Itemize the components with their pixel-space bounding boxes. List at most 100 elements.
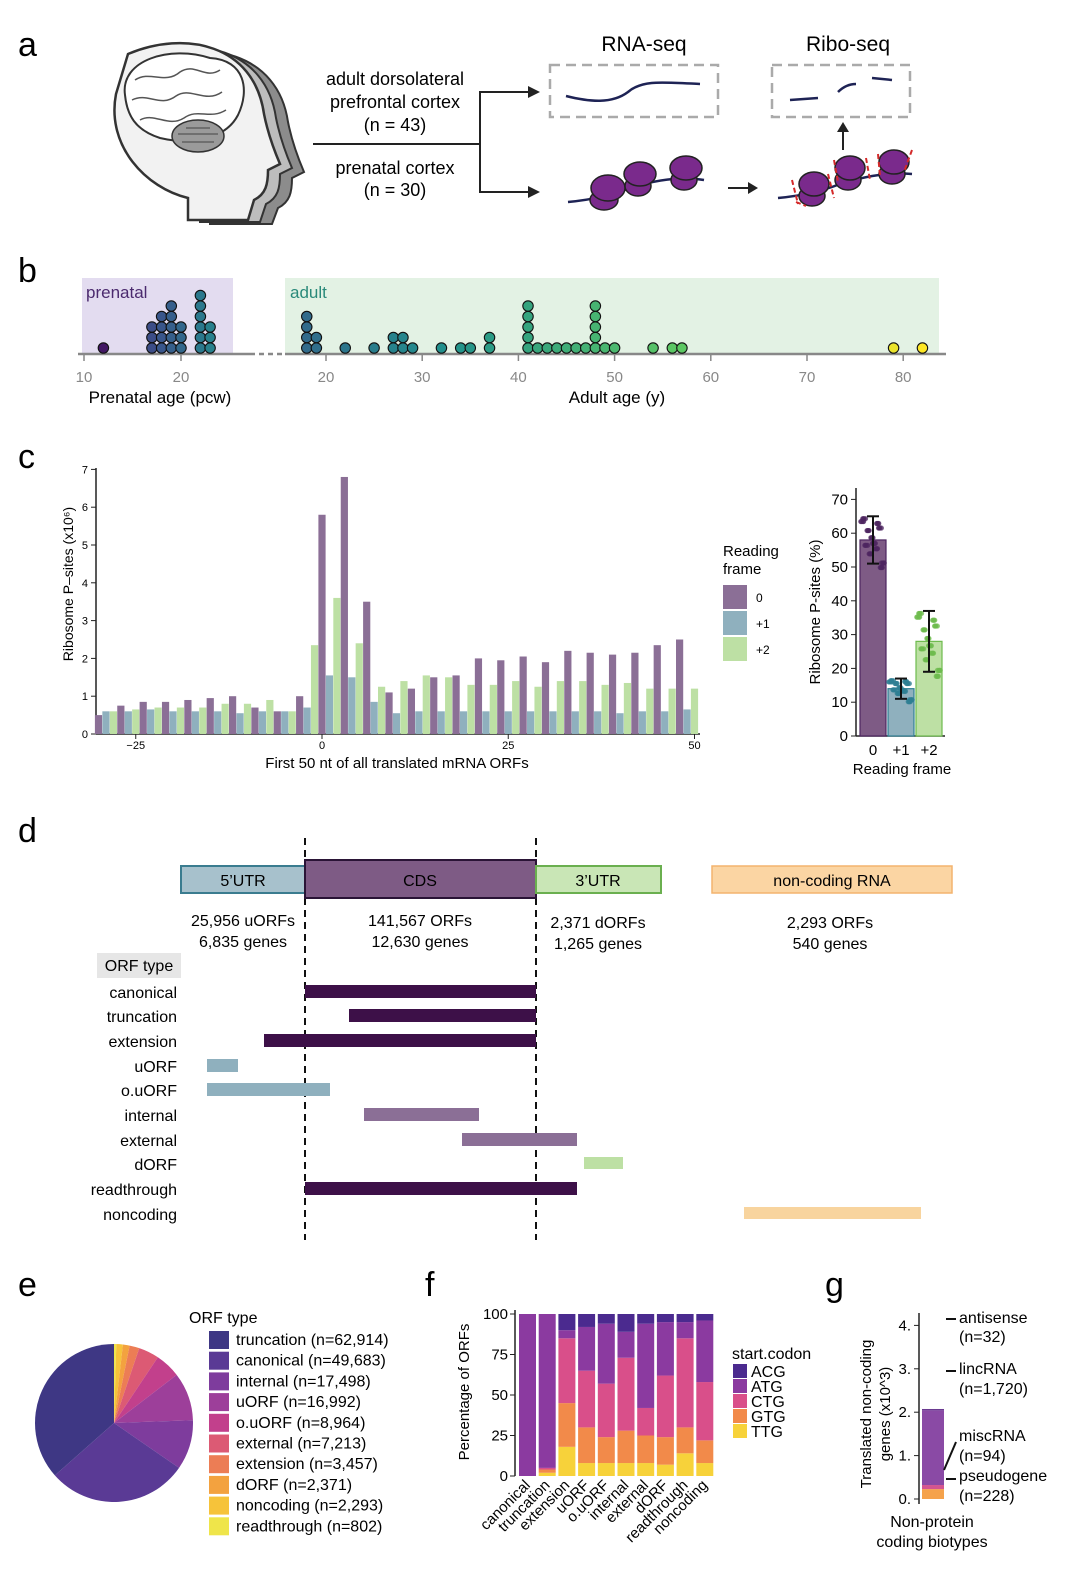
f-legend-label: GTG [751, 1409, 786, 1426]
c-frame-point [918, 646, 925, 652]
c-bar-frame-0 [452, 675, 460, 734]
region-cds-label: CDS [403, 873, 437, 890]
g-ytick-label: 3. [898, 1361, 911, 1378]
sample-dot [435, 342, 448, 354]
digest-arrow-head [748, 182, 758, 194]
c-frame-point [874, 546, 881, 552]
g-segment-antisense [922, 1408, 944, 1411]
e-legend-swatch [209, 1413, 229, 1432]
e-legend-label: internal (n=17,498) [236, 1373, 371, 1390]
c-frame-point [865, 527, 872, 534]
sample-dot [301, 331, 313, 344]
c-bar-frame-1 [594, 711, 602, 734]
sample-dot [666, 342, 679, 354]
f-segment-CTG [696, 1382, 714, 1441]
sample-dot [301, 342, 313, 354]
c-bar-frame-1 [102, 711, 110, 734]
c-bar-frame-2 [445, 677, 453, 734]
sample-dot [387, 342, 400, 354]
f-segment-TTG [578, 1463, 596, 1476]
source1-line3: (n = 43) [364, 115, 427, 135]
c-bar-frame-0 [474, 658, 483, 734]
b-adult-tick-label: 30 [414, 369, 431, 386]
prenatal-label: prenatal [86, 283, 147, 302]
orf-label-ouorf: o.uORF [121, 1083, 177, 1100]
orf-bar-canonical [305, 985, 536, 998]
c-bar-frame-1 [549, 711, 557, 734]
region-3utr-label: 3’UTR [575, 873, 620, 890]
count-cds-orfs: 141,567 ORFs [368, 913, 472, 930]
count-noncoding-genes: 540 genes [793, 936, 868, 953]
pie-slice-uORF [114, 1374, 193, 1423]
ribosome-digest-icon [777, 149, 913, 207]
orf-label-external: external [120, 1133, 177, 1150]
orf-bar-readthrough [305, 1182, 577, 1195]
sample-dot [647, 342, 659, 354]
region-noncoding [711, 865, 953, 894]
c-bar-frame-1 [258, 711, 266, 734]
c-bar-frame-0 [161, 701, 170, 734]
c-ytick-label: 3 [82, 616, 88, 628]
count-5utr-genes: 6,835 genes [199, 934, 287, 951]
b-prenatal-tick-label: 20 [173, 369, 190, 386]
sample-dot [194, 310, 207, 323]
c-bar-frame-2 [534, 686, 542, 734]
c-frame-point [875, 520, 881, 527]
c-bar-frame-2 [400, 681, 408, 734]
c-histogram-bars [94, 476, 699, 734]
source1-line2: prefrontal cortex [330, 92, 460, 112]
f-segment-CTG [558, 1338, 576, 1404]
sample-dot [155, 342, 168, 354]
f-segment-ATG [578, 1326, 596, 1371]
c-bar-ytick-label: 60 [831, 525, 848, 542]
f-segment-CTG [617, 1357, 635, 1431]
c-frame-bar-0 [859, 539, 887, 737]
c-frame-point [858, 518, 864, 525]
f-segment-CTG [637, 1407, 655, 1436]
c-legend-label-1: +1 [756, 617, 770, 631]
sample-dot [155, 321, 168, 333]
g-ytick-label: 0. [898, 1491, 911, 1508]
panel-b: b prenatal adult 10 20 20 30 40 50 60 70 80 Pren… [18, 252, 946, 407]
e-legend-swatch [209, 1393, 229, 1412]
g-ylabel-1: Translated non-coding [858, 1340, 875, 1489]
c-ytick-label: 7 [82, 464, 88, 476]
f-legend-label: CTG [751, 1394, 785, 1411]
c-frame-point [879, 564, 885, 571]
pie-slice-internal [114, 1420, 193, 1468]
c-yticks: 0 1 2 3 4 5 6 7 [82, 464, 96, 741]
panel-a-label: a [18, 26, 37, 64]
c-bar-frame-1 [661, 711, 669, 734]
c-bar-frame-1 [147, 709, 155, 734]
f-ytick-label: 75 [491, 1347, 508, 1364]
rnaseq-box [548, 63, 720, 119]
c-bar-frame-2 [243, 703, 252, 734]
e-legend-label: extension (n=3,457) [236, 1456, 378, 1473]
c-frame-point [932, 623, 938, 629]
sample-dot [560, 342, 573, 354]
c-bar-xtick-label: +2 [920, 742, 937, 759]
sample-dot [194, 331, 207, 344]
f-legend-title: start.codon [732, 1346, 811, 1363]
orf-bar-external [462, 1133, 577, 1146]
g-segment-miscRNA [922, 1485, 944, 1490]
sample-dot [599, 342, 611, 354]
f-segment-TTG [558, 1446, 576, 1476]
c-frame-point [862, 542, 869, 548]
orf-label-extension: extension [109, 1034, 178, 1051]
sample-dot [916, 342, 929, 354]
source1-line1: adult dorsolateral [326, 69, 464, 89]
f-legend-label: ACG [751, 1364, 786, 1381]
c-ytick-label: 0 [82, 729, 88, 741]
c-bar-frame-2 [288, 711, 296, 734]
arrow-head-rnaseq [528, 86, 540, 98]
c-bar-frame-2 [422, 675, 430, 734]
orf-type-labels: canonical truncation extension uORF o.uO… [91, 985, 178, 1224]
c-bar-frame-2 [623, 682, 632, 734]
sample-dot [397, 331, 409, 344]
adult-region [285, 278, 939, 354]
orf-bar-internal [364, 1108, 479, 1121]
b-adult-tick-label: 20 [318, 369, 335, 386]
f-segment-ATG [538, 1314, 556, 1468]
f-segment-ACG [558, 1314, 576, 1331]
